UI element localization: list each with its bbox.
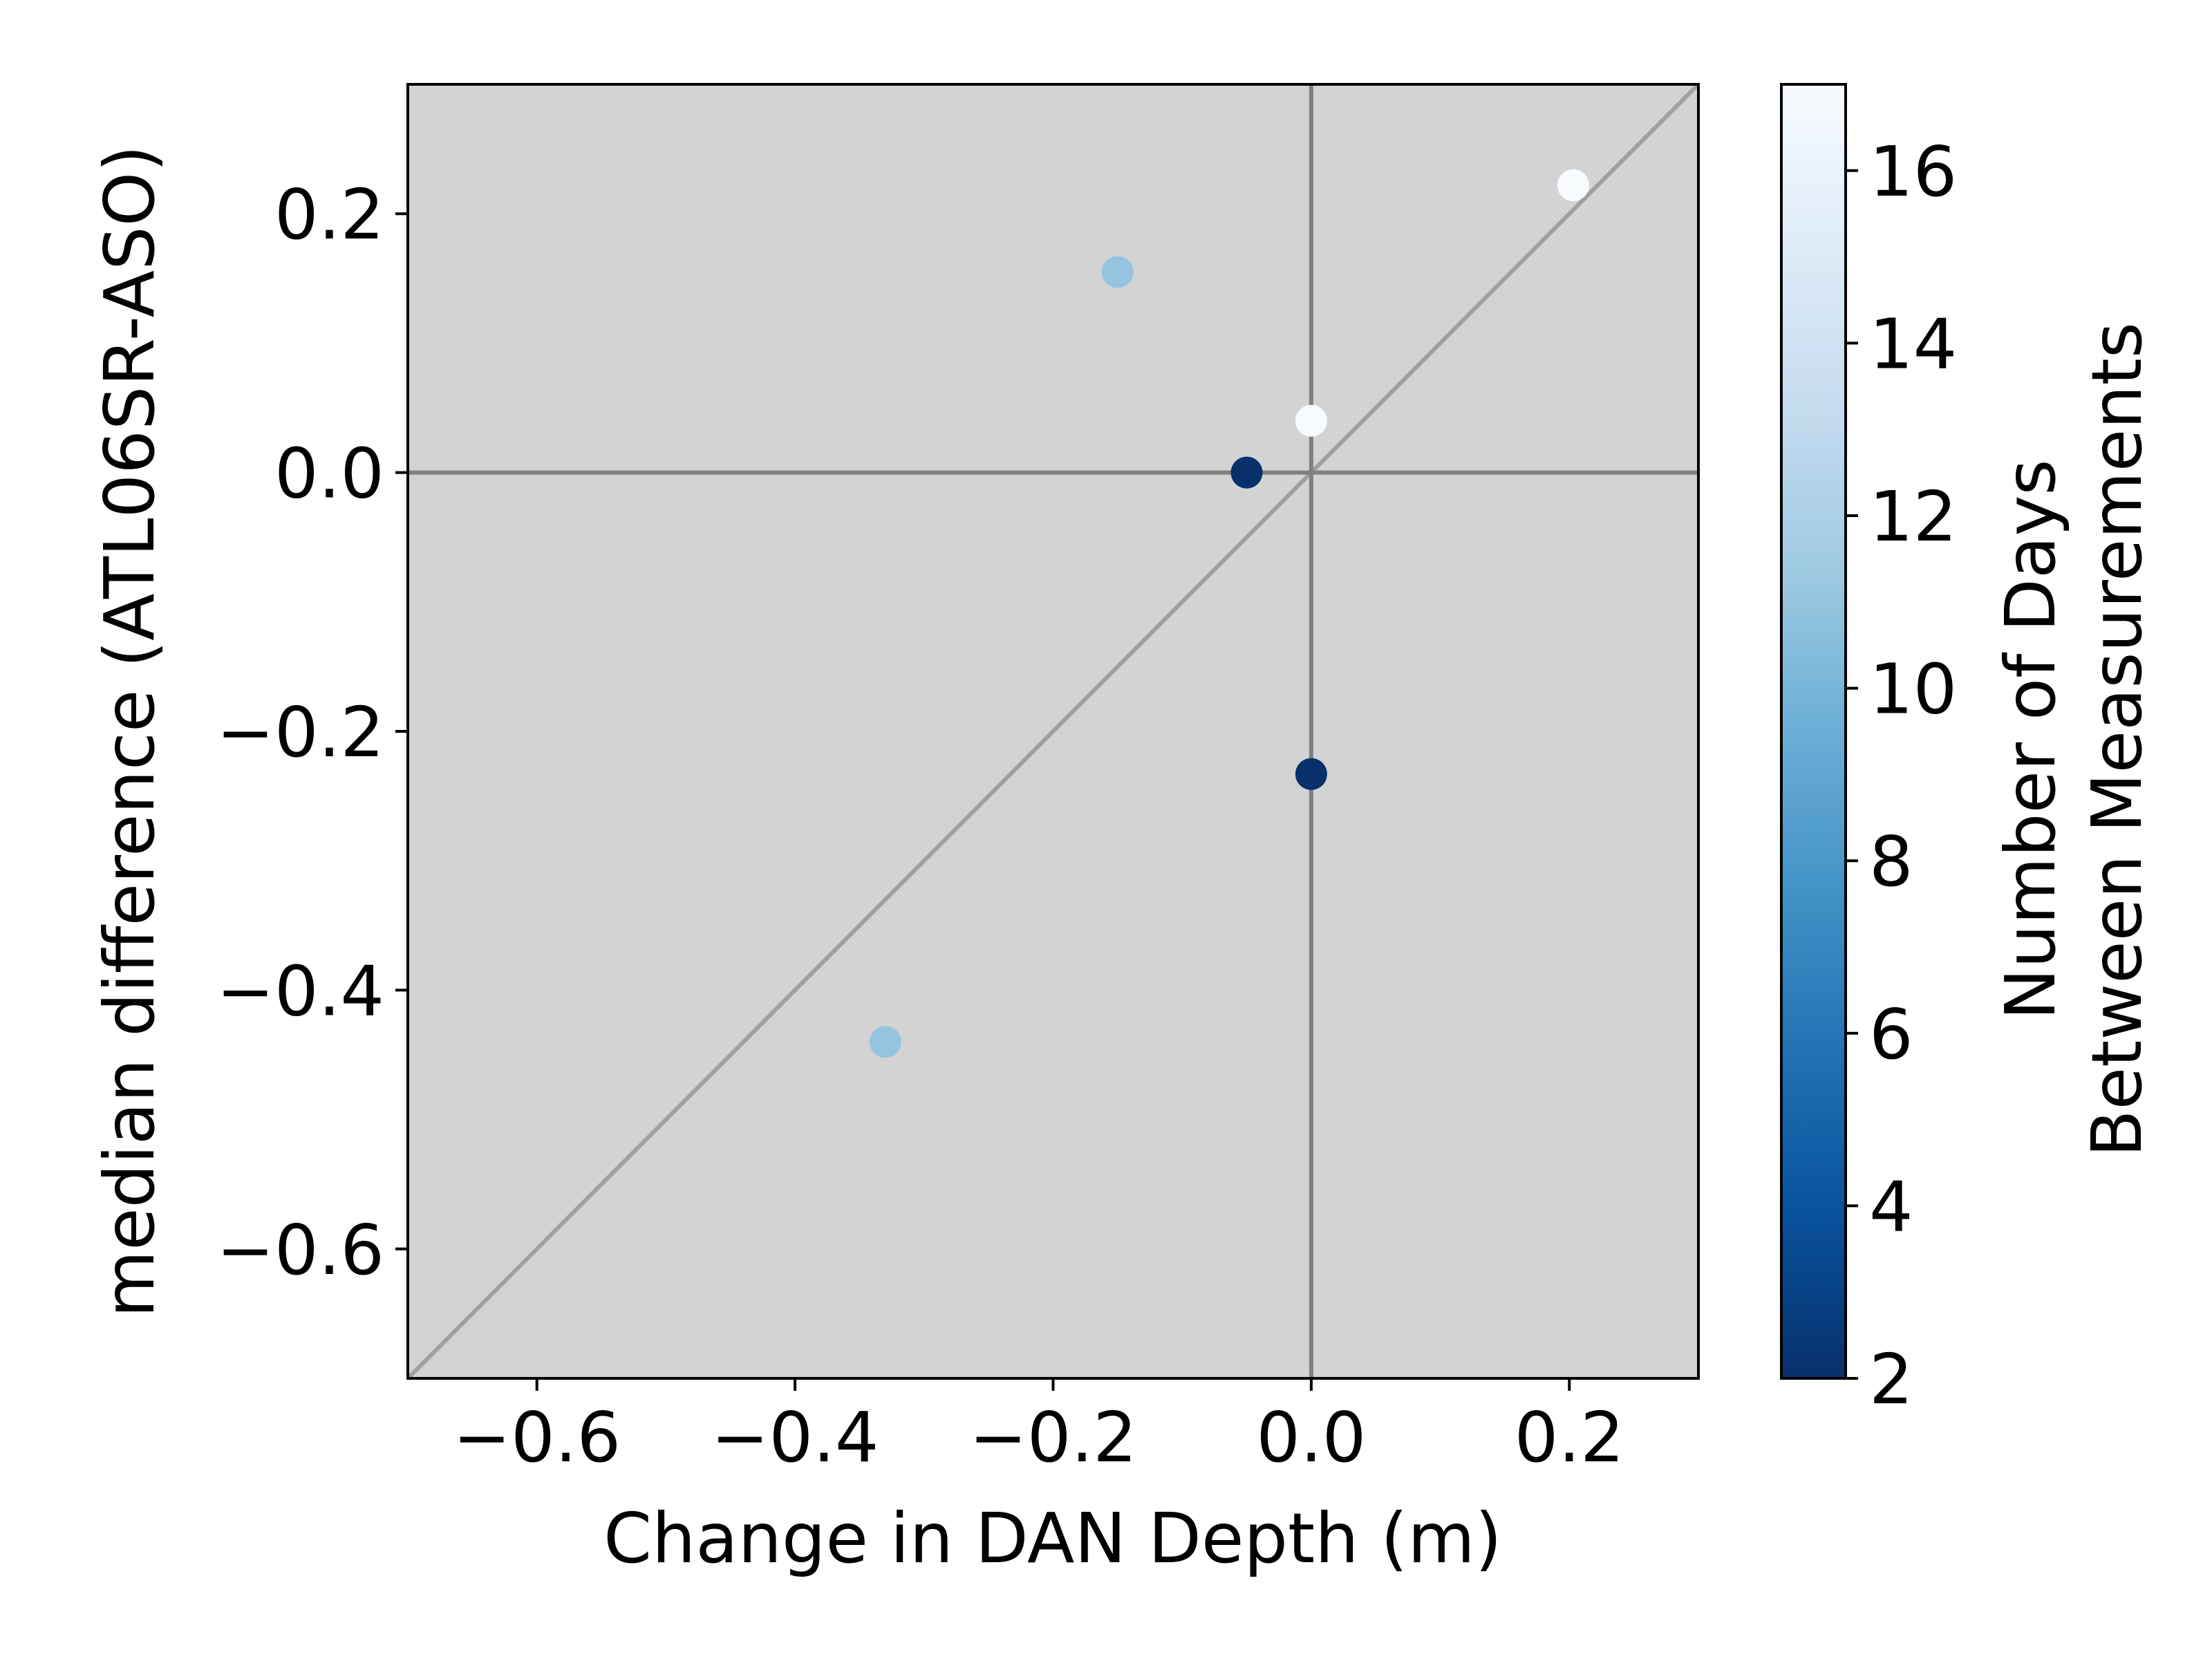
x-axis-label: Change in DAN Depth (m) xyxy=(603,1498,1502,1579)
x-tick-label: 0.2 xyxy=(1515,1397,1624,1478)
x-axis-ticks: −0.6 −0.4 −0.2 0.0 0.2 xyxy=(453,1378,1624,1478)
colorbar-tick-label: 6 xyxy=(1869,994,1913,1075)
x-tick-label: −0.2 xyxy=(969,1397,1137,1478)
colorbar-tick-label: 2 xyxy=(1869,1339,1913,1420)
y-tick-label: −0.4 xyxy=(216,950,384,1031)
colorbar-frame xyxy=(1780,83,1847,1380)
colorbar-label-line-2: Between Measurements xyxy=(2077,322,2157,1157)
data-point xyxy=(1101,256,1134,288)
y-tick-label: −0.2 xyxy=(216,692,384,773)
data-point xyxy=(1295,404,1327,437)
colorbar-tick-label: 14 xyxy=(1869,303,1957,384)
y-axis-label: median difference (ATL06SR-ASO) xyxy=(89,145,170,1318)
colorbar-tick-label: 12 xyxy=(1869,476,1957,557)
x-tick-label: −0.4 xyxy=(711,1397,879,1478)
data-point xyxy=(1557,169,1589,202)
y-tick-label: 0.2 xyxy=(274,174,384,255)
colorbar-label-line-1: Number of Days xyxy=(1990,459,2071,1020)
colorbar-tick-label: 4 xyxy=(1869,1166,1913,1247)
colorbar-gradient xyxy=(1781,84,1846,1378)
reference-lines xyxy=(406,82,1700,1380)
data-point xyxy=(1295,758,1327,790)
data-points xyxy=(869,169,1589,1058)
data-point xyxy=(1230,456,1263,489)
colorbar-tick-label: 8 xyxy=(1869,821,1913,902)
x-tick-label: 0.0 xyxy=(1256,1397,1366,1478)
y-tick-label: 0.0 xyxy=(274,433,384,514)
data-point xyxy=(869,1026,901,1058)
colorbar-tick-label: 16 xyxy=(1869,131,1957,212)
y-axis-ticks: −0.6 −0.4 −0.2 0.0 0.2 xyxy=(216,174,408,1291)
colorbar-tick-label: 10 xyxy=(1869,649,1957,730)
one-to-one-line xyxy=(406,82,1700,1380)
x-tick-label: −0.6 xyxy=(453,1397,621,1478)
colorbar-ticks: 2 4 6 8 10 12 14 16 xyxy=(1846,131,1957,1420)
y-tick-label: −0.6 xyxy=(216,1210,384,1291)
